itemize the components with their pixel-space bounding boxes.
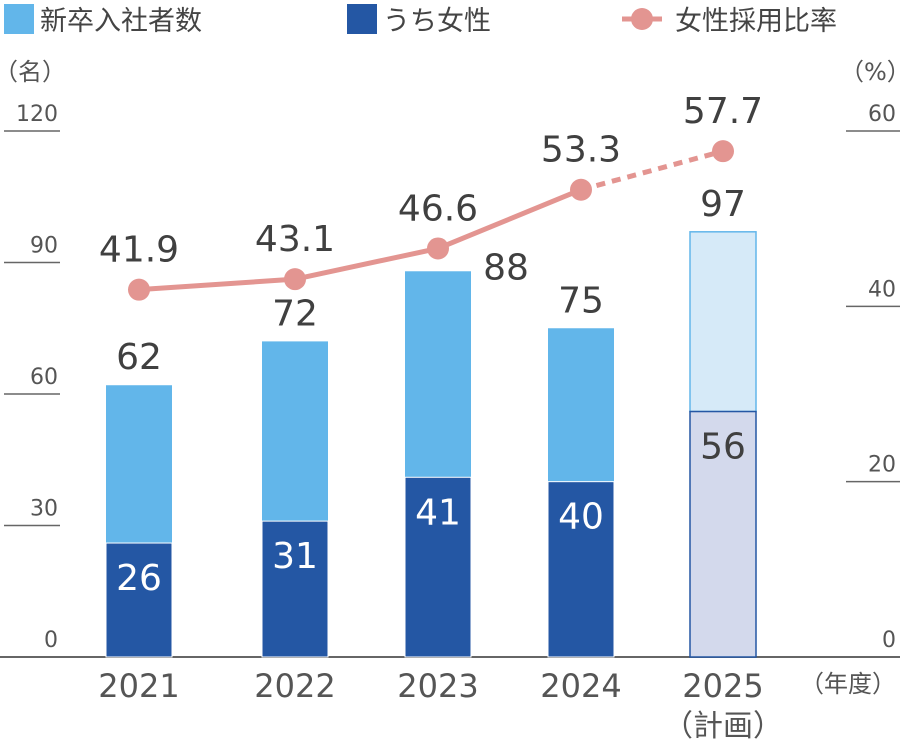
label-total: 88 (483, 247, 529, 288)
label-total: 62 (116, 337, 162, 378)
label-ratio: 46.6 (398, 188, 478, 229)
bar-female (105, 542, 173, 658)
ratio-segment (138, 276, 296, 293)
bar-female (547, 481, 615, 658)
label-ratio: 41.9 (99, 230, 179, 271)
label-ratio: 43.1 (255, 219, 335, 260)
legend-marker-ratio (631, 8, 653, 30)
bar-female (404, 476, 472, 658)
left-tick-label: 60 (30, 365, 58, 390)
bar-female (689, 410, 757, 658)
label-ratio: 53.3 (541, 130, 621, 171)
axes: 0 30 60 90 120 0 20 40 60 2021 2022 2023 2024 2025 （計画… (0, 102, 900, 744)
right-tick-label: 40 (868, 277, 896, 302)
x-tick-label: 2021 (98, 667, 179, 705)
ratio-point (712, 140, 734, 163)
ratio-point (128, 278, 150, 301)
left-tick-label: 30 (30, 497, 58, 522)
label-female: 41 (415, 492, 461, 533)
legend-swatch-total (4, 4, 34, 34)
right-axis-unit: （%） (840, 58, 900, 86)
x-tick-label: 2025 (682, 667, 763, 705)
right-tick-label: 0 (882, 628, 896, 653)
label-total: 72 (272, 293, 318, 334)
legend-label-total: 新卒入社者数 (40, 6, 202, 37)
x-tick-label: 2024 (540, 667, 621, 705)
legend-label-ratio: 女性採用比率 (675, 6, 837, 37)
x-tick-label: 2023 (397, 667, 478, 705)
legend-label-female: うち女性 (383, 6, 491, 37)
ratio-line (128, 140, 734, 301)
left-axis-unit: （名） (0, 58, 66, 86)
data-labels: 62 26 72 31 88 41 75 40 97 56 41.9 43.1 46.6 53.3 57.7 (99, 91, 763, 599)
left-tick-label: 0 (44, 628, 58, 653)
bar-total (262, 341, 328, 522)
label-ratio: 57.7 (683, 91, 763, 132)
label-total: 97 (700, 184, 746, 225)
label-female: 31 (272, 536, 318, 577)
legend-swatch-female (347, 4, 377, 34)
x-axis-unit: （年度） (800, 670, 896, 698)
ratio-segment (437, 187, 582, 251)
left-tick-label: 90 (30, 234, 58, 259)
label-female: 56 (700, 427, 746, 468)
x-tick-label: 2022 (254, 667, 335, 705)
ratio-point (284, 268, 306, 291)
bar-total (106, 385, 172, 544)
x-tick-note: （計画） (663, 709, 783, 744)
bars (105, 231, 757, 658)
ratio-point (427, 237, 449, 260)
bar-total (689, 231, 757, 413)
ratio-segment (580, 148, 724, 193)
right-tick-label: 60 (868, 102, 896, 127)
label-total: 75 (558, 280, 604, 321)
right-tick-label: 20 (868, 453, 896, 478)
bar-female (261, 520, 329, 658)
ratio-segment (294, 246, 439, 282)
left-tick-label: 120 (16, 102, 58, 127)
bar-total (548, 328, 614, 482)
legend: 新卒入社者数 うち女性 女性採用比率 (4, 4, 837, 37)
ratio-point (570, 178, 592, 201)
label-female: 40 (558, 497, 604, 538)
bar-total (405, 271, 471, 478)
label-female: 26 (116, 558, 162, 599)
